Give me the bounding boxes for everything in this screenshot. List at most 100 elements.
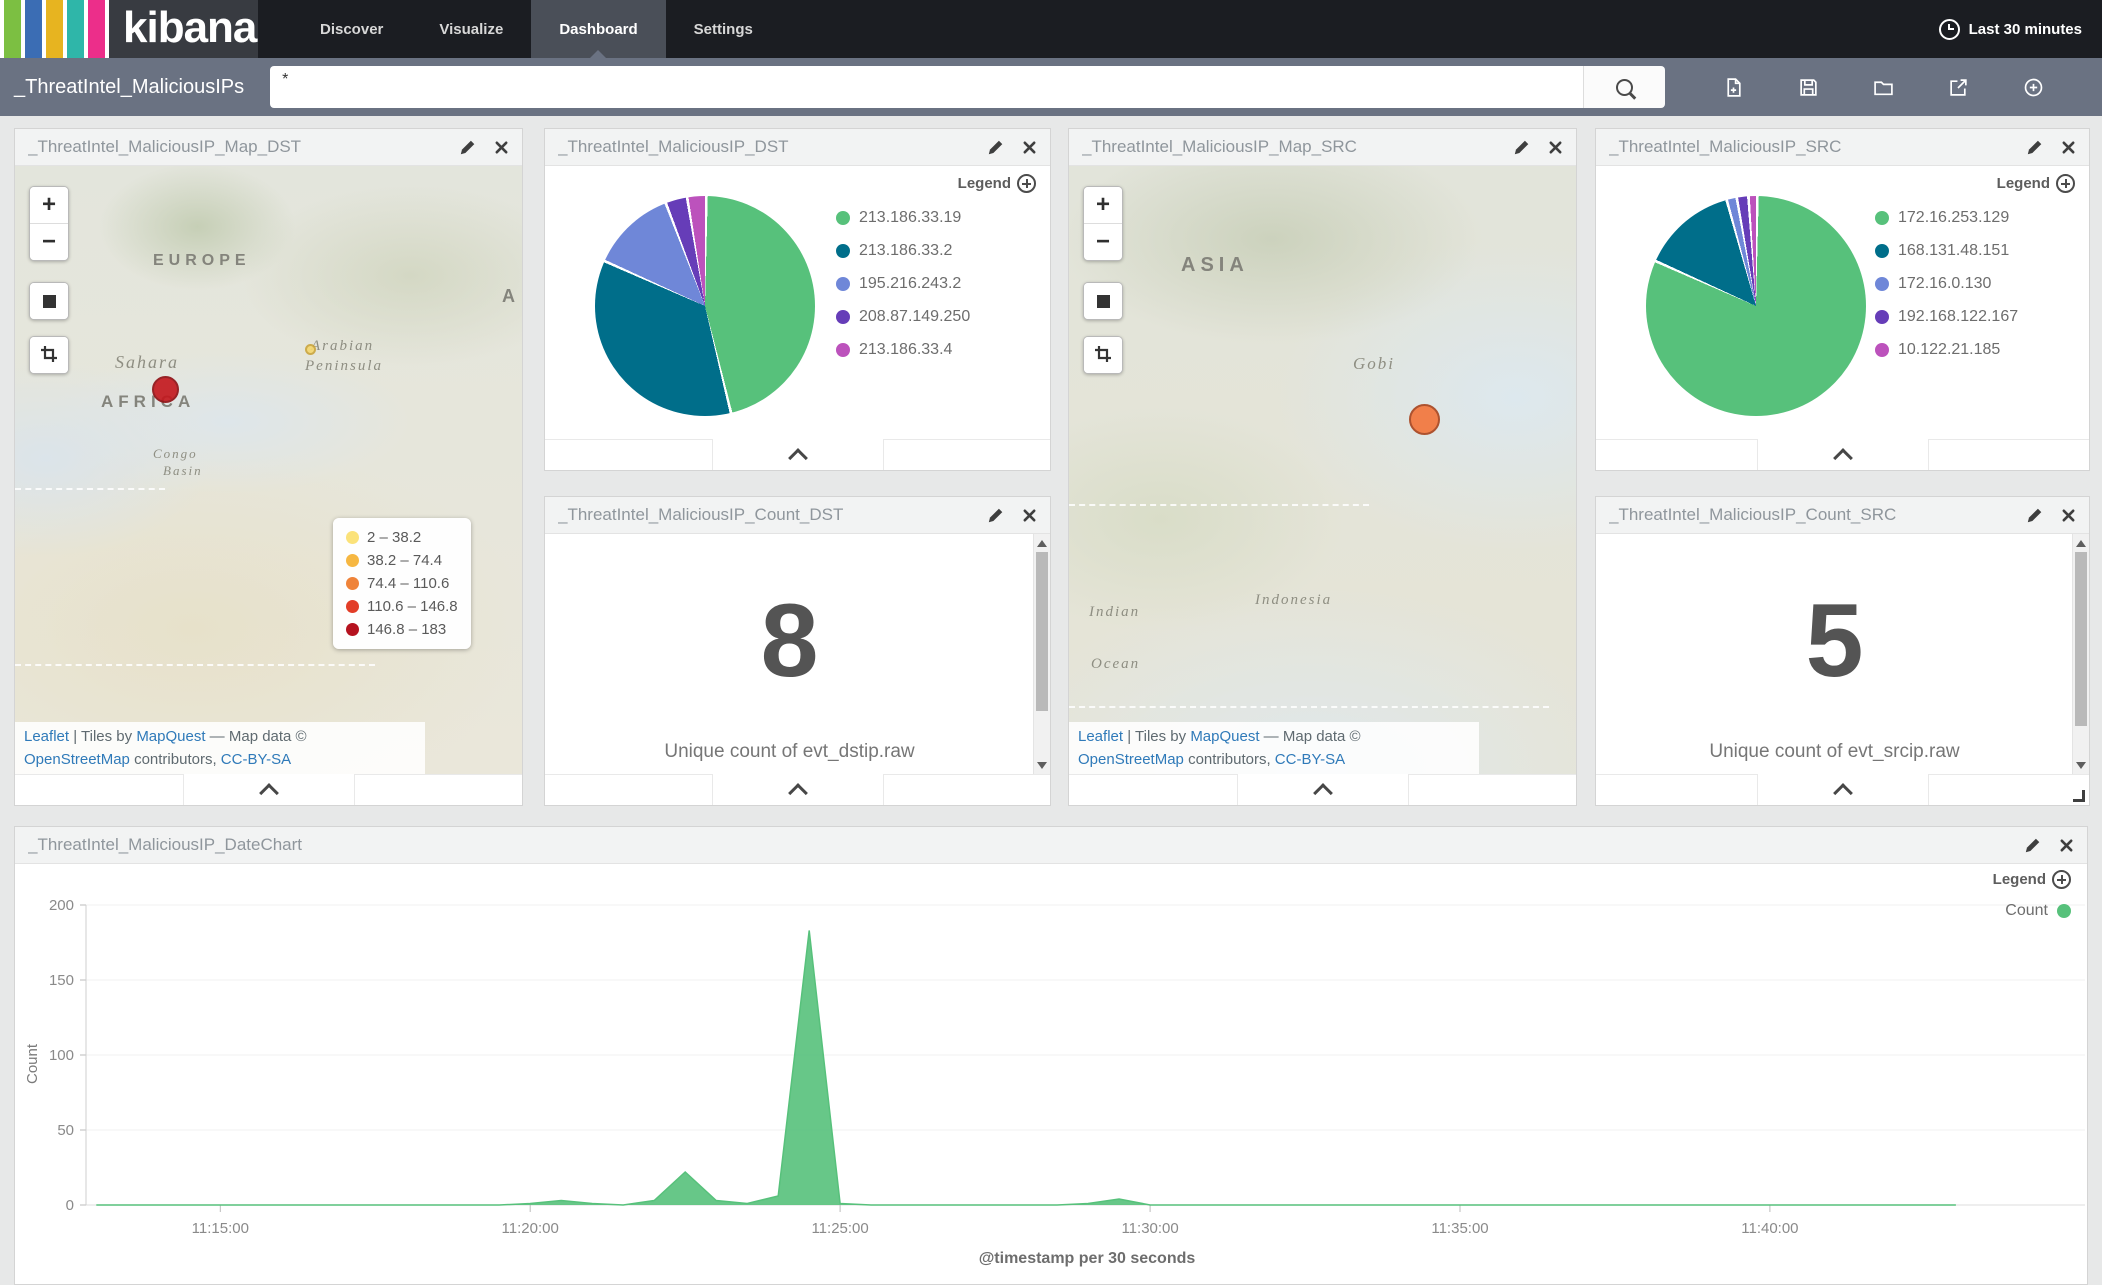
logo-stripe [25,0,42,58]
legend-dot [346,577,359,590]
scroll-down-icon[interactable] [1037,762,1047,769]
add-visualization-button[interactable] [2019,73,2048,102]
chevron-up-icon [1832,448,1853,468]
panel-count-src: _ThreatIntel_MaliciousIP_Count_SRC 5 Uni… [1595,496,2090,806]
legend-dot [1875,210,1889,225]
close-icon[interactable] [2059,838,2074,853]
map-marker[interactable] [1409,404,1440,435]
close-icon[interactable] [494,140,509,155]
close-icon[interactable] [2061,140,2076,155]
map-marker[interactable] [305,344,316,355]
scrollbar[interactable] [2072,534,2089,775]
panel-header: _ThreatIntel_MaliciousIP_Count_SRC [1596,497,2089,534]
attribution-link[interactable]: Leaflet [1078,728,1124,745]
legend-item[interactable]: 10.122.21.185 [1875,333,2075,366]
edit-icon[interactable] [2024,837,2041,854]
draw-rectangle-button[interactable] [30,337,68,373]
logo-stripe [46,0,63,58]
pie-chart[interactable] [1646,196,1866,416]
attribution-link[interactable]: OpenStreetMap [24,750,130,768]
attribution-link[interactable]: Leaflet [24,728,70,745]
legend-item[interactable]: 195.216.243.2 [836,267,1036,300]
time-picker-button[interactable]: Last 30 minutes [1919,0,2102,58]
legend-item[interactable]: 213.186.33.2 [836,234,1036,267]
metric-value: 8 [760,583,819,699]
nav-tab-label: Dashboard [559,20,638,38]
legend-item[interactable]: 192.168.122.167 [1875,300,2075,333]
scroll-up-icon[interactable] [2076,540,2086,547]
share-dashboard-button[interactable] [1944,73,1973,102]
map-marker[interactable] [152,376,179,403]
panel-pie-src: _ThreatIntel_MaliciousIP_SRC Legend 172.1… [1595,128,2090,471]
legend-dot [836,243,850,258]
nav-tab-settings[interactable]: Settings [666,0,781,58]
attribution-link[interactable]: CC-BY-SA [220,750,292,768]
zoom-out-button[interactable]: − [1084,223,1122,260]
attribution-text: | Tiles by [69,728,137,745]
legend-item[interactable]: 213.186.33.4 [836,333,1036,366]
legend-toggle[interactable]: Legend [1875,174,2075,193]
area-chart[interactable]: 0 50 100 150 200 11:15:00 11:20:00 11:25:00 11:3… [15,864,2087,1284]
collapse-button[interactable] [1756,774,1929,805]
zoom-in-button[interactable]: + [30,187,68,223]
panel-count-dst: _ThreatIntel_MaliciousIP_Count_DST 8 Uni… [544,496,1051,806]
nav-tab-dashboard[interactable]: Dashboard [531,0,666,58]
legend-item[interactable]: 213.186.33.19 [836,201,1036,234]
edit-icon[interactable] [2026,139,2043,156]
collapse-button[interactable] [1756,439,1929,470]
metric-label: Unique count of evt_srcip.raw [1709,741,1960,762]
open-dashboard-button[interactable] [1869,73,1898,102]
attribution-text: contributors, [129,750,221,768]
search-button[interactable] [1583,66,1666,108]
nav-tab-discover[interactable]: Discover [292,0,411,58]
edit-icon[interactable] [2026,507,2043,524]
search-input[interactable] [270,66,1584,108]
attribution-link[interactable]: MapQuest [1190,728,1260,745]
panel-resize-handle[interactable] [2073,790,2085,802]
new-dashboard-button[interactable] [1719,73,1748,102]
scroll-up-icon[interactable] [1037,540,1047,547]
close-icon[interactable] [1548,140,1563,155]
legend-item[interactable]: 172.16.0.130 [1875,267,2075,300]
legend-item[interactable]: 172.16.253.129 [1875,201,2075,234]
collapse-button[interactable] [711,439,884,470]
edit-icon[interactable] [987,507,1004,524]
close-icon[interactable] [1022,508,1037,523]
legend-item[interactable]: 208.87.149.250 [836,300,1036,333]
attribution-link[interactable]: CC-BY-SA [1274,750,1346,768]
save-dashboard-button[interactable] [1794,73,1823,102]
attribution-link[interactable]: OpenStreetMap [1078,750,1184,768]
svg-text:0: 0 [66,1197,74,1214]
kibana-logo-stripes [0,0,109,58]
scrollbar-thumb[interactable] [2075,552,2087,726]
panel-actions [459,139,509,156]
attribution-link[interactable]: MapQuest [136,728,206,745]
map-legend-item: 146.8 – 183 [346,618,458,641]
scroll-down-icon[interactable] [2076,762,2086,769]
nav-tab-visualize[interactable]: Visualize [411,0,531,58]
edit-icon[interactable] [459,139,476,156]
legend-range-label: 110.6 – 146.8 [367,598,458,615]
legend-toggle[interactable]: Legend [1993,870,2071,889]
legend-item[interactable]: Count [1993,897,2071,925]
draw-rectangle-button[interactable] [1084,337,1122,373]
map-canvas[interactable]: ASIA Gobi Indonesia Indian Ocean + − Leaflet… [1069,166,1576,775]
scrollbar-thumb[interactable] [1036,552,1048,712]
map-tiles [15,166,522,775]
scrollbar[interactable] [1033,534,1050,775]
pie-chart[interactable] [595,196,815,416]
edit-icon[interactable] [1513,139,1530,156]
legend-item[interactable]: 168.131.48.151 [1875,234,2075,267]
collapse-button[interactable] [182,774,355,805]
edit-icon[interactable] [987,139,1004,156]
collapse-button[interactable] [711,774,884,805]
zoom-in-button[interactable]: + [1084,187,1122,223]
collapse-button[interactable] [1236,774,1409,805]
fit-bounds-button[interactable] [1084,283,1122,319]
zoom-out-button[interactable]: − [30,223,68,260]
legend-toggle[interactable]: Legend [836,174,1036,193]
close-icon[interactable] [2061,508,2076,523]
map-canvas[interactable]: EUROPE A Sahara Arabian Peninsula AFRICA Congo… [15,166,522,775]
fit-bounds-button[interactable] [30,283,68,319]
close-icon[interactable] [1022,140,1037,155]
